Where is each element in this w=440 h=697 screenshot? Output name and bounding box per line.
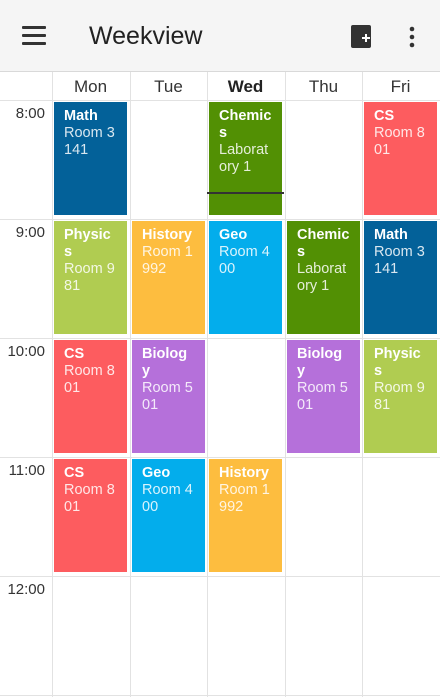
hour-divider	[0, 457, 440, 458]
event-room: Room 501	[297, 380, 348, 413]
event-title: Math	[374, 227, 408, 243]
event-cs-mon[interactable]: CS Room 801	[54, 340, 127, 453]
week-grid: Mon Tue Wed Thu Fri 8:00 9:00 10:00 11:00 12:00 Ma…	[0, 72, 440, 697]
event-math-mon[interactable]: Math Room 3141	[54, 102, 127, 215]
event-cs-mon[interactable]: CS Room 801	[54, 459, 127, 572]
column-divider	[285, 72, 286, 697]
event-room: Room 400	[142, 482, 193, 515]
column-divider	[130, 72, 131, 697]
event-room: Room 981	[374, 380, 425, 413]
event-title: Physics	[374, 346, 421, 379]
event-title: CS	[64, 465, 85, 481]
event-title: Geo	[142, 465, 171, 481]
column-divider	[52, 72, 53, 697]
event-title: CS	[64, 346, 85, 362]
event-room: Room 1992	[142, 244, 193, 277]
event-title: History	[142, 227, 192, 243]
hour-label: 8:00	[15, 105, 45, 122]
hour-divider	[0, 576, 440, 577]
event-room: Room 1992	[219, 482, 270, 515]
hour-label: 11:00	[8, 462, 45, 479]
more-options-icon[interactable]	[404, 26, 420, 48]
menu-icon[interactable]	[22, 26, 48, 48]
event-title: Math	[64, 108, 98, 124]
event-room: Room 501	[142, 380, 193, 413]
hour-divider	[0, 695, 440, 696]
hour-label: 9:00	[15, 224, 45, 241]
hour-divider	[0, 338, 440, 339]
event-room: Laboratory 1	[219, 142, 269, 175]
day-header-tue: Tue	[154, 77, 183, 96]
event-title: Biology	[142, 346, 188, 379]
event-history-tue[interactable]: History Room 1992	[132, 221, 205, 334]
event-biology-thu[interactable]: Biology Room 501	[287, 340, 360, 453]
event-title: History	[219, 465, 269, 481]
hour-divider	[0, 219, 440, 220]
event-title: Biology	[297, 346, 343, 379]
event-title: Chemics	[219, 108, 272, 141]
event-room: Room 801	[64, 482, 115, 515]
event-title: Geo	[219, 227, 248, 243]
header-divider	[0, 100, 440, 101]
event-room: Room 3141	[64, 125, 115, 158]
event-room: Laboratory 1	[297, 261, 347, 294]
event-physics-fri[interactable]: Physics Room 981	[364, 340, 437, 453]
event-title: Physics	[64, 227, 111, 260]
event-room: Room 981	[64, 261, 115, 294]
event-geo-wed[interactable]: Geo Room 400	[209, 221, 282, 334]
event-biology-tue[interactable]: Biology Room 501	[132, 340, 205, 453]
event-chemics-wed[interactable]: Chemics Laboratory 1	[209, 102, 282, 215]
event-room: Room 801	[374, 125, 425, 158]
hour-label: 10:00	[7, 343, 45, 360]
app-bar: Weekview	[0, 0, 440, 72]
event-room: Room 801	[64, 363, 115, 396]
event-physics-mon[interactable]: Physics Room 981	[54, 221, 127, 334]
event-room: Room 400	[219, 244, 270, 277]
current-time-indicator	[207, 192, 284, 194]
event-room: Room 3141	[374, 244, 425, 277]
hour-label: 12:00	[7, 581, 45, 598]
event-history-wed[interactable]: History Room 1992	[209, 459, 282, 572]
day-header-mon: Mon	[73, 77, 108, 96]
event-cs-fri[interactable]: CS Room 801	[364, 102, 437, 215]
event-chemics-thu[interactable]: Chemics Laboratory 1	[287, 221, 360, 334]
event-title: CS	[374, 108, 395, 124]
add-event-icon[interactable]	[349, 24, 373, 49]
day-header-fri: Fri	[390, 77, 411, 96]
event-math-fri[interactable]: Math Room 3141	[364, 221, 437, 334]
day-header-wed: Wed	[227, 77, 264, 96]
column-divider	[207, 72, 208, 697]
column-divider	[362, 72, 363, 697]
day-header-thu: Thu	[308, 77, 339, 96]
page-title: Weekview	[89, 22, 203, 50]
event-geo-tue[interactable]: Geo Room 400	[132, 459, 205, 572]
event-title: Chemics	[297, 227, 350, 260]
